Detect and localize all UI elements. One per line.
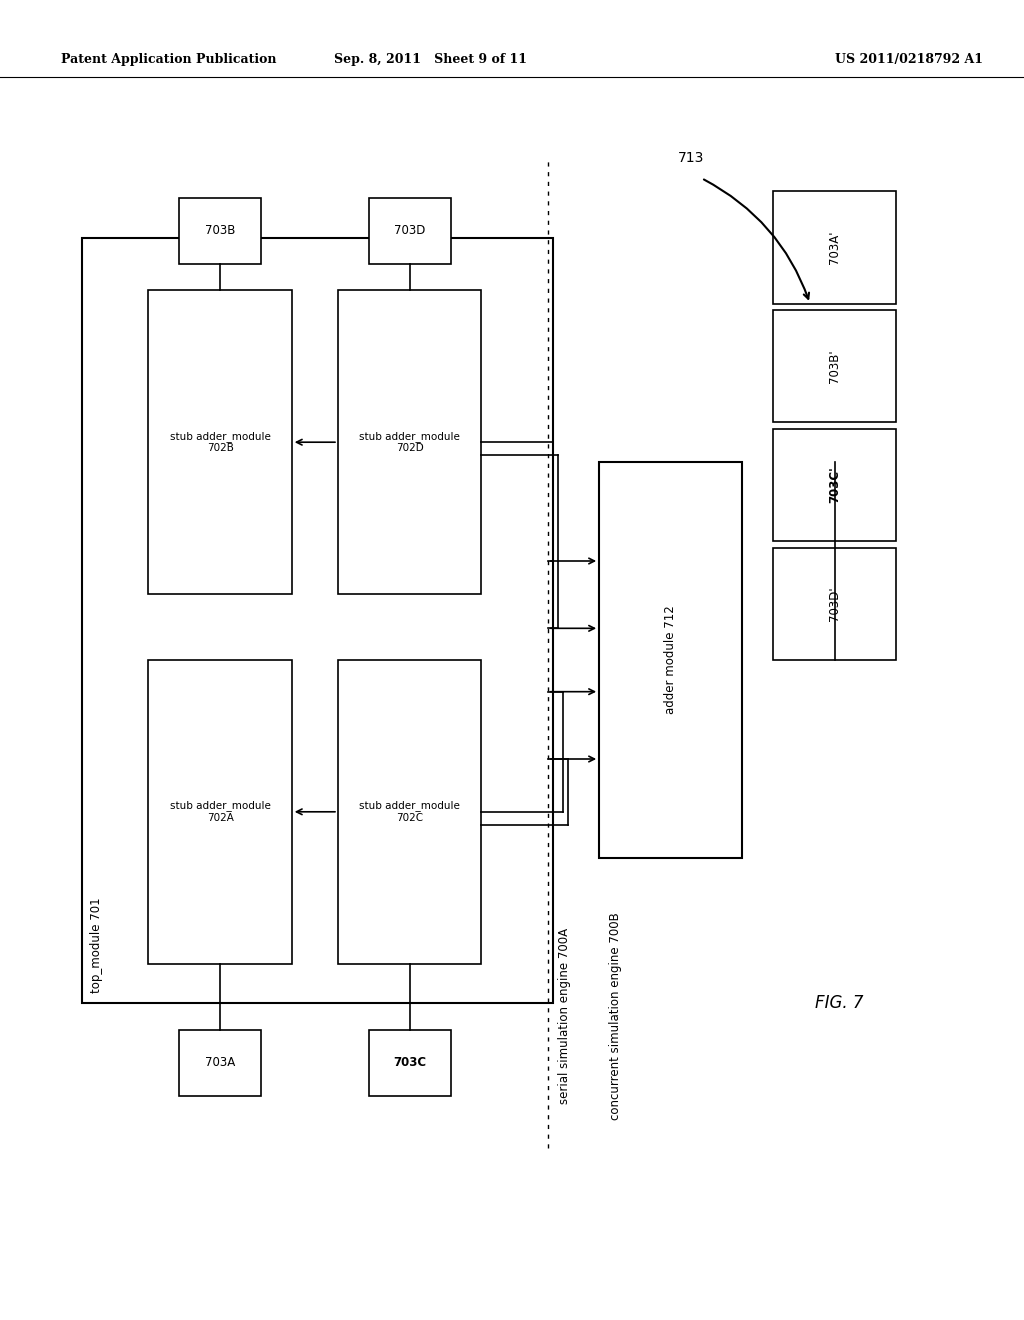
Text: stub adder_module
702B: stub adder_module 702B	[170, 430, 270, 454]
Bar	[82, 238, 553, 1003]
Text: 713: 713	[678, 150, 705, 165]
Text: 703B: 703B	[205, 224, 236, 238]
Text: 703A': 703A'	[828, 231, 841, 264]
Text: adder module 712: adder module 712	[665, 606, 677, 714]
Bar	[179, 198, 261, 264]
Text: US 2011/0218792 A1: US 2011/0218792 A1	[835, 53, 983, 66]
Text: 703C: 703C	[393, 1056, 426, 1069]
Text: 703B': 703B'	[828, 350, 841, 383]
Bar	[369, 198, 451, 264]
Text: serial simulation engine 700A: serial simulation engine 700A	[558, 928, 571, 1105]
Bar	[773, 191, 896, 304]
Bar	[148, 660, 292, 964]
Text: top_module 701: top_module 701	[90, 898, 103, 993]
Text: 703C': 703C'	[828, 467, 841, 503]
Bar	[179, 1030, 261, 1096]
Text: 703D': 703D'	[828, 586, 841, 622]
Text: Patent Application Publication: Patent Application Publication	[61, 53, 276, 66]
Text: stub adder_module
702D: stub adder_module 702D	[359, 430, 460, 454]
Text: 703A: 703A	[205, 1056, 236, 1069]
Bar	[338, 290, 481, 594]
Bar	[148, 290, 292, 594]
Bar	[773, 548, 896, 660]
Bar	[773, 429, 896, 541]
Text: FIG. 7: FIG. 7	[815, 994, 864, 1012]
Bar	[369, 1030, 451, 1096]
Text: 703D: 703D	[394, 224, 425, 238]
Bar	[773, 310, 896, 422]
Bar	[338, 660, 481, 964]
Text: stub adder_module
702A: stub adder_module 702A	[170, 800, 270, 824]
Text: concurrent simulation engine 700B: concurrent simulation engine 700B	[609, 912, 623, 1121]
Text: stub adder_module
702C: stub adder_module 702C	[359, 800, 460, 824]
Bar	[599, 462, 742, 858]
Text: Sep. 8, 2011   Sheet 9 of 11: Sep. 8, 2011 Sheet 9 of 11	[334, 53, 526, 66]
